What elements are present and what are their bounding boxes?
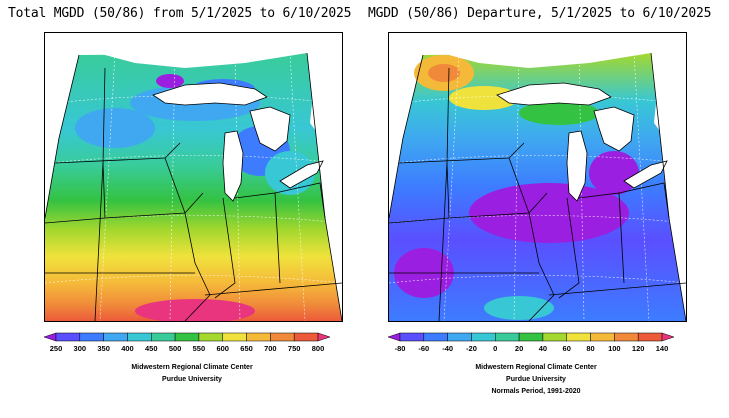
right-legend-bar: -80 -60 -40 -20 0 20 40 60 80 100 120 140 <box>387 332 675 353</box>
state-borders-right <box>389 52 686 321</box>
cold-anomaly-michigan <box>589 151 639 195</box>
legend-tick-label-5: 20 <box>515 344 523 353</box>
legend-tick-label-2: 350 <box>97 344 110 353</box>
legend-tick-label-5: 500 <box>169 344 182 353</box>
canada-area <box>105 33 342 68</box>
legend-tick-label-2: -40 <box>442 344 453 353</box>
left-legend-bar: 250 300 350 400 450 500 550 600 650 700 750 800 <box>43 332 331 353</box>
left-color-legend: 250 300 350 400 450 500 550 600 650 700 750 800 <box>42 332 332 359</box>
legend-tick-label-4: 450 <box>145 344 158 353</box>
legend-tick-label-9: 100 <box>608 344 621 353</box>
legend-swatch-4 <box>127 332 152 342</box>
cold-anomaly-central <box>469 183 629 243</box>
legend-swatch-3 <box>447 332 472 342</box>
legend-swatch-2 <box>423 332 448 342</box>
legend-swatch-11 <box>293 332 319 342</box>
neutral-south <box>484 296 554 320</box>
legend-swatch-8 <box>222 332 247 342</box>
legend-tick-label-8: 650 <box>240 344 253 353</box>
legend-swatch-0 <box>387 332 401 342</box>
left-footer-line-2: Purdue University <box>162 376 222 383</box>
legend-tick-label-4: 0 <box>493 344 497 353</box>
legend-swatch-10 <box>270 332 295 342</box>
warmest-anomaly <box>428 64 460 82</box>
left-map-panel <box>44 32 343 322</box>
legend-tick-label-10: 750 <box>288 344 301 353</box>
legend-tick-label-1: 300 <box>74 344 87 353</box>
legend-tick-label-6: 550 <box>193 344 206 353</box>
legend-tick-label-11: 800 <box>312 344 325 353</box>
legend-swatch-6 <box>174 332 200 342</box>
legend-tick-label-3: -20 <box>466 344 477 353</box>
legend-tick-label-9: 700 <box>264 344 277 353</box>
legend-tick-label-10: 120 <box>632 344 645 353</box>
lake-superior <box>152 82 268 106</box>
left-map-canvas <box>45 33 342 321</box>
legend-tick-label-3: 400 <box>121 344 134 353</box>
legend-swatch-11 <box>637 332 663 342</box>
legend-tick-label-7: 60 <box>563 344 571 353</box>
legend-swatch-12 <box>661 332 675 342</box>
green-band-upper-michigan <box>519 101 599 125</box>
ontario-area <box>310 73 342 153</box>
cool-region-ohio <box>265 151 315 195</box>
right-footer-line-1: Midwestern Regional Climate Center <box>475 364 597 371</box>
legend-swatch-12 <box>317 332 331 342</box>
ontario-area-right <box>654 73 686 153</box>
legend-swatch-5 <box>151 332 176 342</box>
lake-erie <box>279 160 324 189</box>
legend-swatch-0 <box>43 332 57 342</box>
legend-swatch-1 <box>55 332 81 342</box>
canada-area-right <box>449 33 686 68</box>
warm-band-north <box>449 86 519 110</box>
right-footer-line-3: Normals Period, 1991-2020 <box>491 388 581 395</box>
legend-swatch-8 <box>566 332 591 342</box>
legend-swatch-6 <box>518 332 544 342</box>
lake-superior-right <box>496 82 612 106</box>
legend-swatch-3 <box>103 332 128 342</box>
legend-tick-label-0: 250 <box>50 344 63 353</box>
right-map-canvas <box>389 33 686 321</box>
legend-swatch-7 <box>198 332 223 342</box>
left-map-title: Total MGDD (50/86) from 5/1/2025 to 6/10… <box>8 6 352 21</box>
left-footer-line-1: Midwestern Regional Climate Center <box>131 364 253 371</box>
left-footer: Midwestern Regional Climate Center Purdu… <box>42 362 342 386</box>
lake-huron <box>249 106 291 152</box>
right-map-title: MGDD (50/86) Departure, 5/1/2025 to 6/10… <box>368 6 712 21</box>
legend-swatch-1 <box>399 332 425 342</box>
legend-tick-label-6: 40 <box>539 344 547 353</box>
right-footer-line-2: Purdue University <box>506 376 566 383</box>
legend-tick-label-1: -60 <box>418 344 429 353</box>
legend-tick-label-7: 600 <box>216 344 229 353</box>
state-borders <box>45 52 342 321</box>
right-footer: Midwestern Regional Climate Center Purdu… <box>386 362 686 398</box>
right-color-legend: -80 -60 -40 -20 0 20 40 60 80 100 120 140 <box>386 332 676 359</box>
legend-tick-label-0: -80 <box>395 344 406 353</box>
lake-huron-right <box>593 106 635 152</box>
lake-erie-right <box>623 160 668 189</box>
legend-swatch-2 <box>79 332 104 342</box>
legend-swatch-7 <box>542 332 567 342</box>
legend-swatch-9 <box>246 332 271 342</box>
legend-swatch-5 <box>495 332 520 342</box>
right-map-panel <box>388 32 687 322</box>
legend-swatch-9 <box>590 332 615 342</box>
legend-tick-label-8: 80 <box>586 344 594 353</box>
legend-swatch-4 <box>471 332 496 342</box>
lake-michigan <box>222 130 244 202</box>
coldest-spot <box>156 74 184 88</box>
legend-swatch-10 <box>614 332 639 342</box>
cool-region-minnesota <box>75 108 155 148</box>
legend-tick-label-11: 140 <box>656 344 669 353</box>
warm-region-south <box>135 299 255 321</box>
lake-michigan-right <box>566 130 588 202</box>
